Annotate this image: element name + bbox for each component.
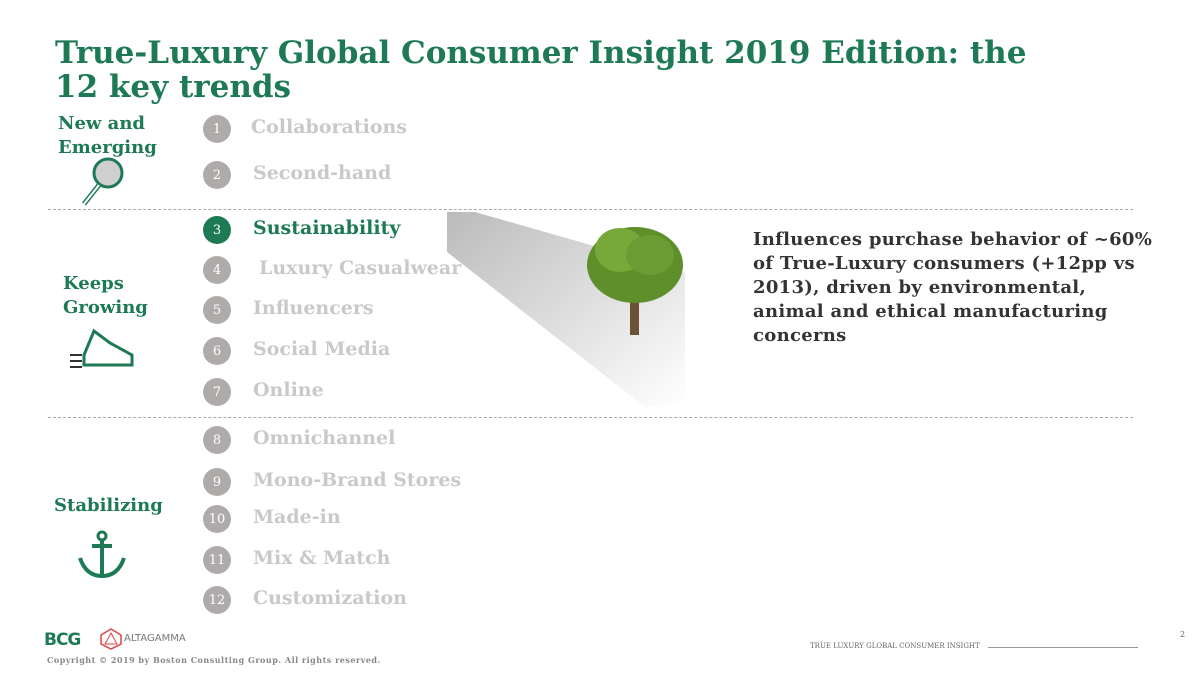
divider	[48, 209, 1133, 210]
trend-number: 7	[203, 378, 231, 406]
trend-label: Online	[253, 379, 324, 401]
footer-section-label: TRUE LUXURY GLOBAL CONSUMER INSIGHT	[810, 642, 980, 650]
altagamma-logo: ALTAGAMMA	[124, 633, 186, 644]
trend-number: 12	[203, 586, 231, 614]
anchor-icon	[78, 530, 126, 579]
page-number: 2	[1180, 630, 1186, 639]
trend-label: Made-in	[253, 506, 341, 528]
trend-number: 2	[203, 161, 231, 189]
trend-label: Luxury Casualwear	[259, 257, 462, 279]
trend-number: 10	[203, 505, 231, 533]
footer-section: TRUE LUXURY GLOBAL CONSUMER INSIGHT	[810, 642, 1138, 650]
trend-number: 11	[203, 546, 231, 574]
page-title: True-Luxury Global Consumer Insight 2019…	[55, 35, 1027, 105]
trend-label: Mix & Match	[253, 547, 391, 569]
category-new-emerging: New and Emerging	[58, 113, 157, 158]
trend-number: 8	[203, 426, 231, 454]
trend-label: Customization	[253, 587, 407, 609]
copyright: Copyright © 2019 by Boston Consulting Gr…	[47, 655, 381, 665]
altagamma-logo-icon	[100, 628, 122, 650]
divider	[48, 417, 1133, 418]
trend-number: 4	[203, 256, 231, 284]
bcg-logo: BCG	[44, 630, 81, 650]
trend-number: 9	[203, 468, 231, 496]
category-stabilizing: Stabilizing	[54, 495, 163, 516]
sneaker-icon	[70, 328, 134, 368]
trend-number: 3	[203, 216, 231, 244]
trend-label: Influencers	[253, 297, 374, 319]
trend-number: 5	[203, 296, 231, 324]
trend-number: 1	[203, 115, 231, 143]
trend-label: Second-hand	[253, 162, 392, 184]
trend-number: 6	[203, 337, 231, 365]
trend-label: Collaborations	[251, 116, 407, 138]
category-keeps-growing: Keeps Growing	[63, 273, 148, 318]
tree-image	[587, 227, 683, 335]
trend-label: Sustainability	[253, 217, 401, 239]
trend-label: Social Media	[253, 338, 391, 360]
trend-label: Mono-Brand Stores	[253, 469, 462, 491]
magnifier-icon	[82, 157, 124, 206]
trend-label: Omnichannel	[253, 427, 396, 449]
sustainability-description: Influences purchase behavior of ~60% of …	[753, 229, 1153, 346]
